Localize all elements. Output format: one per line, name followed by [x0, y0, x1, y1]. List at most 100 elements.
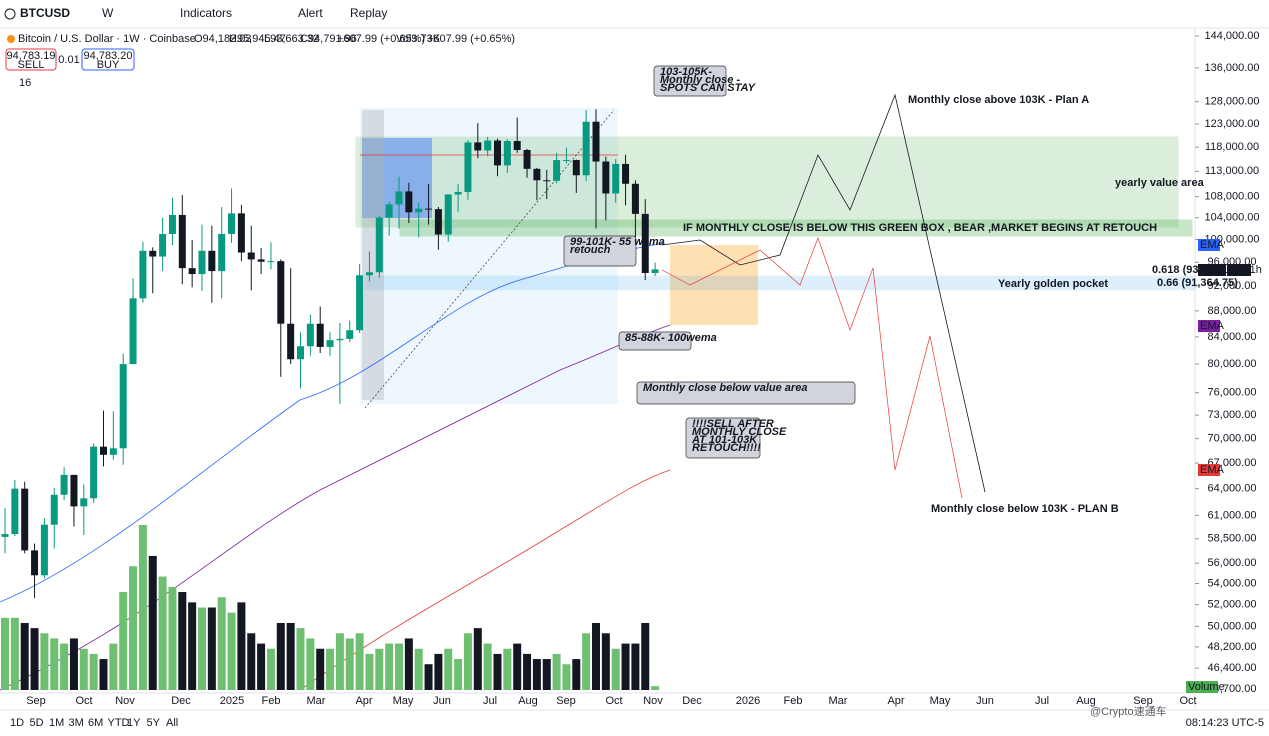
profile-bars: [362, 138, 432, 218]
range-button[interactable]: 1M: [49, 717, 64, 729]
price-tag-label: Volume: [1188, 681, 1225, 693]
volume-bar: [355, 633, 364, 690]
candle-body: [651, 269, 659, 273]
candle-body: [188, 268, 196, 275]
quantity: 0.01: [58, 54, 79, 66]
volume-bar: [286, 622, 295, 690]
price-tick-label: 136,000.00: [1204, 62, 1259, 74]
candle-body: [454, 191, 462, 195]
candle-body: [228, 213, 236, 234]
price-tick-label: 144,000.00: [1204, 30, 1259, 42]
volume-bar: [631, 643, 640, 690]
candle-body: [385, 204, 393, 218]
annotation-text: Monthly close below value area: [643, 382, 807, 394]
volume-bar: [523, 653, 532, 690]
price-tick-label: 50,000.00: [1208, 620, 1257, 632]
time-axis-label: Feb: [262, 695, 281, 707]
volume-bar: [601, 633, 610, 690]
range-button[interactable]: 3M: [69, 717, 84, 729]
annotation-text: 99-101K- 55 wema: [570, 236, 665, 248]
volume-bar: [306, 638, 315, 690]
volume-bar: [326, 648, 335, 690]
legend-volume_change: +607.99 (+0.65%): [427, 33, 515, 45]
candle-body: [168, 214, 176, 234]
search-icon[interactable]: [4, 8, 16, 20]
candle-body: [336, 338, 344, 341]
annotation-text: yearly value area: [1115, 177, 1205, 189]
volume-bar: [89, 653, 98, 690]
price-tag: [1198, 320, 1220, 332]
volume-bar: [552, 653, 561, 690]
volume-bar: [385, 643, 394, 690]
candle-body: [267, 261, 275, 263]
ema-200: [299, 469, 671, 691]
annotation-text: Monthly close below 103K - PLAN B: [931, 503, 1119, 515]
volume-bar: [10, 617, 19, 690]
time-axis-label: Apr: [355, 695, 372, 707]
buy-button[interactable]: [81, 48, 135, 71]
range-button[interactable]: 5D: [30, 717, 44, 729]
range-button[interactable]: YTD: [108, 717, 130, 729]
candle-body: [31, 550, 39, 576]
time-axis-label: Jun: [976, 695, 994, 707]
annotation-text: AT 101-103K: [691, 434, 758, 446]
candle-body: [543, 180, 551, 182]
candle-body: [237, 213, 245, 253]
candle-body: [50, 494, 58, 525]
legend-volume: Vol3.73K: [396, 33, 441, 45]
symbol[interactable]: BTCUSD: [20, 6, 70, 20]
volume-bar: [266, 648, 275, 690]
price-tag: [1198, 239, 1220, 251]
candle-body: [119, 364, 127, 449]
sell-button[interactable]: [5, 48, 57, 71]
candle-body: [562, 160, 570, 162]
candle-body: [641, 213, 649, 273]
indicator-count: 16: [19, 77, 31, 89]
indicators-button[interactable]: Indicators: [180, 6, 232, 20]
candle-body: [356, 275, 364, 331]
legend-title: Bitcoin / U.S. Dollar · 1W · Coinbase: [18, 33, 196, 45]
candle-body: [149, 250, 157, 257]
watermark: @Crypto速通车: [1090, 704, 1167, 718]
candle-body: [622, 163, 630, 184]
time-axis-label: 2026: [736, 695, 760, 707]
price-tick-label: 73,000.00: [1208, 409, 1257, 421]
candle-body: [434, 209, 442, 235]
volume-bar: [572, 659, 581, 690]
candle-body: [365, 272, 373, 276]
replay-button[interactable]: Replay: [350, 6, 387, 20]
legend-change: +607.99 (+0.65%): [337, 33, 425, 45]
volume-profile: [362, 110, 432, 400]
legend-low: L93,663.32: [264, 33, 319, 45]
toolbar: [0, 0, 1269, 28]
volume-bar: [227, 612, 236, 690]
candle-body: [40, 524, 48, 576]
range-button[interactable]: 6M: [88, 717, 103, 729]
volume-bar: [345, 638, 354, 690]
candle-body: [1, 534, 9, 537]
price-tick-label: 58,500.00: [1208, 533, 1257, 545]
candle-body: [474, 142, 482, 151]
legend-high: H95,945.47: [229, 33, 286, 45]
candle-body: [297, 346, 304, 360]
range-button[interactable]: All: [166, 717, 178, 729]
range-button[interactable]: 1D: [10, 717, 24, 729]
volume-bar: [592, 622, 600, 690]
volume-bar: [247, 633, 256, 690]
volume-bar: [237, 602, 246, 690]
volume-bar: [434, 653, 443, 690]
time-axis-label: Jul: [483, 695, 497, 707]
annotation-text: Monthly close above 103K - Plan A: [908, 94, 1089, 106]
interval[interactable]: W: [102, 6, 114, 20]
price-tick-label: 61,000.00: [1208, 509, 1257, 521]
price-tick-label: 48,200.00: [1208, 641, 1257, 653]
volume-bar: [69, 638, 78, 690]
range-button[interactable]: 5Y: [147, 717, 161, 729]
candle-body: [316, 323, 324, 347]
range-button[interactable]: 1Y: [127, 717, 141, 729]
candle-body: [592, 121, 600, 162]
volume-bar: [414, 648, 423, 690]
candle-body: [631, 183, 639, 214]
price-tag: [1198, 264, 1226, 276]
alert-button[interactable]: Alert: [298, 6, 323, 20]
